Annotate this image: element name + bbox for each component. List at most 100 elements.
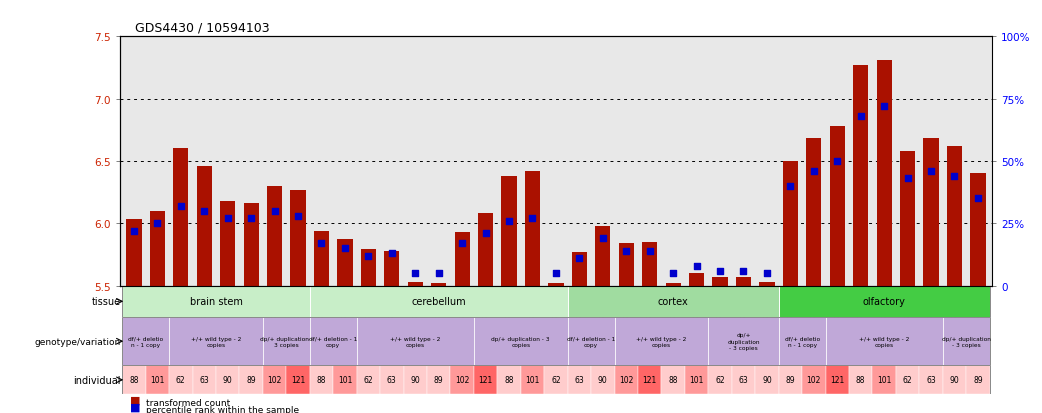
Point bbox=[406, 270, 423, 277]
Bar bbox=[291, 190, 305, 286]
Point bbox=[641, 248, 658, 254]
Text: 88: 88 bbox=[129, 375, 139, 385]
Point bbox=[290, 213, 306, 220]
Text: 102: 102 bbox=[455, 375, 469, 385]
Text: 63: 63 bbox=[926, 375, 936, 385]
Text: ■: ■ bbox=[130, 395, 141, 405]
Bar bbox=[568, 366, 591, 394]
Bar bbox=[685, 366, 709, 394]
Bar bbox=[287, 366, 309, 394]
Bar bbox=[783, 161, 798, 286]
Text: 63: 63 bbox=[574, 375, 585, 385]
Bar bbox=[849, 366, 872, 394]
Bar bbox=[314, 231, 329, 286]
Bar bbox=[876, 61, 892, 286]
Bar bbox=[240, 366, 263, 394]
Point bbox=[688, 263, 704, 269]
Text: dp/+
duplication
- 3 copies: dp/+ duplication - 3 copies bbox=[727, 333, 760, 350]
Bar bbox=[169, 317, 263, 366]
Point bbox=[759, 270, 775, 277]
Bar bbox=[709, 366, 731, 394]
Point bbox=[665, 270, 681, 277]
Text: +/+ wild type - 2
copies: +/+ wild type - 2 copies bbox=[637, 336, 687, 347]
Bar bbox=[638, 366, 662, 394]
Bar bbox=[755, 366, 778, 394]
Bar bbox=[427, 366, 450, 394]
Bar bbox=[122, 286, 309, 317]
Bar bbox=[615, 317, 709, 366]
Text: 101: 101 bbox=[877, 375, 891, 385]
Text: 121: 121 bbox=[291, 375, 305, 385]
Point bbox=[149, 221, 166, 227]
Bar bbox=[943, 317, 990, 366]
Point bbox=[594, 235, 611, 242]
Text: 121: 121 bbox=[643, 375, 656, 385]
Bar bbox=[126, 220, 142, 286]
Bar bbox=[263, 317, 309, 366]
Bar bbox=[361, 250, 376, 286]
Bar bbox=[966, 366, 990, 394]
Point bbox=[266, 208, 282, 214]
Bar bbox=[642, 242, 658, 286]
Text: 90: 90 bbox=[411, 375, 420, 385]
Bar bbox=[478, 214, 493, 286]
Bar bbox=[122, 366, 146, 394]
Point bbox=[899, 176, 916, 182]
Text: cortex: cortex bbox=[658, 297, 689, 306]
Bar bbox=[309, 286, 568, 317]
Point bbox=[735, 268, 751, 274]
Bar bbox=[263, 366, 287, 394]
Bar bbox=[778, 317, 825, 366]
Bar bbox=[923, 139, 939, 286]
Point bbox=[337, 245, 353, 252]
Point bbox=[383, 250, 400, 257]
Bar bbox=[947, 147, 962, 286]
Bar bbox=[384, 251, 399, 286]
Text: 90: 90 bbox=[598, 375, 607, 385]
Bar bbox=[900, 152, 915, 286]
Bar bbox=[474, 317, 568, 366]
Bar bbox=[802, 366, 825, 394]
Text: 88: 88 bbox=[668, 375, 678, 385]
Bar bbox=[572, 252, 587, 286]
Point bbox=[313, 240, 329, 247]
Bar bbox=[825, 317, 943, 366]
Point bbox=[172, 203, 189, 209]
Bar bbox=[778, 286, 990, 317]
Bar bbox=[474, 366, 497, 394]
Text: 102: 102 bbox=[268, 375, 281, 385]
Text: 101: 101 bbox=[525, 375, 540, 385]
Bar bbox=[169, 366, 193, 394]
Bar bbox=[548, 283, 564, 286]
Bar bbox=[338, 240, 352, 286]
Bar bbox=[919, 366, 943, 394]
Point bbox=[547, 270, 564, 277]
Point bbox=[219, 216, 235, 222]
Text: tissue: tissue bbox=[92, 297, 121, 306]
Bar bbox=[173, 149, 189, 286]
Bar bbox=[497, 366, 521, 394]
Bar bbox=[872, 366, 896, 394]
Text: +/+ wild type - 2
copies: +/+ wild type - 2 copies bbox=[390, 336, 441, 347]
Bar bbox=[568, 286, 778, 317]
Bar bbox=[760, 282, 774, 286]
Text: dp/+ duplication - 3
copies: dp/+ duplication - 3 copies bbox=[492, 336, 550, 347]
Text: 90: 90 bbox=[223, 375, 232, 385]
Text: 88: 88 bbox=[317, 375, 326, 385]
Text: dp/+ duplication
- 3 copies: dp/+ duplication - 3 copies bbox=[942, 336, 991, 347]
Point bbox=[828, 158, 845, 165]
Bar bbox=[501, 176, 517, 286]
Text: 90: 90 bbox=[949, 375, 960, 385]
Point bbox=[922, 168, 939, 175]
Text: +/+ wild type - 2
copies: +/+ wild type - 2 copies bbox=[191, 336, 241, 347]
Text: 121: 121 bbox=[478, 375, 493, 385]
Bar bbox=[146, 366, 169, 394]
Bar bbox=[970, 174, 986, 286]
Text: +/+ wild type - 2
copies: +/+ wild type - 2 copies bbox=[859, 336, 910, 347]
Bar bbox=[525, 171, 540, 286]
Bar bbox=[403, 366, 427, 394]
Text: 102: 102 bbox=[619, 375, 634, 385]
Point bbox=[243, 216, 259, 222]
Bar bbox=[356, 317, 474, 366]
Point bbox=[969, 195, 986, 202]
